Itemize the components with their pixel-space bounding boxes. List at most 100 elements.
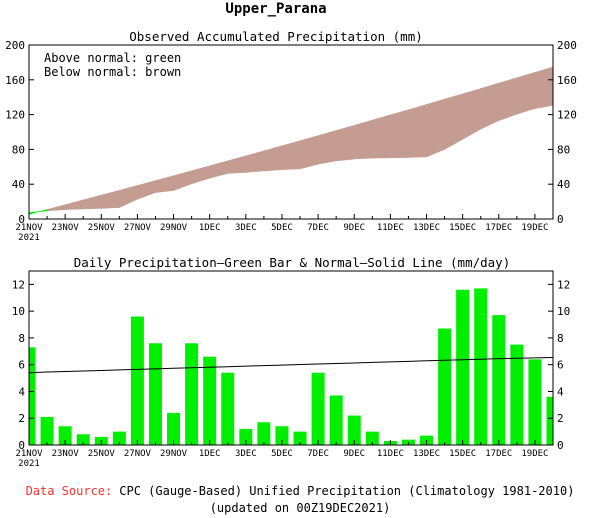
daily-bar [185,343,199,445]
daily-bar [347,415,361,445]
accumulated-diff-segment [245,150,265,173]
daily-ytick-label-right: 2 [557,412,564,425]
accumulated-ytick-label-right: 120 [557,109,577,122]
accumulated-ytick-label-left: 0 [18,213,25,226]
daily-xtick-label: 1DEC [199,449,221,459]
daily-xtick-year: 2021 [18,459,40,469]
daily-bar [148,343,162,445]
accumulated-diff-segment [299,135,319,170]
daily-xtick-label: 29NOV [160,449,188,459]
accumulated-ytick-label-left: 40 [12,178,25,191]
footer-source-text: CPC (Gauge-Based) Unified Precipitation … [119,484,574,498]
daily-bar [239,428,253,445]
accumulated-xtick-label: 5DEC [271,223,293,233]
daily-bar [456,289,470,445]
daily-ytick-label-right: 0 [557,439,564,452]
daily-bar [203,356,217,445]
accumulated-ytick-label-right: 40 [557,178,570,191]
daily-xtick-label: 7DEC [307,449,329,459]
accumulated-ytick-label-right: 160 [557,74,577,87]
daily-ytick-label-left: 10 [12,305,25,318]
accumulated-ytick-label-left: 80 [12,143,25,156]
daily-bar [311,372,325,445]
legend-below-normal: Below normal: brown [44,65,181,79]
accumulated-xtick-label: 23NOV [52,223,80,233]
daily-xtick-label: 9DEC [343,449,365,459]
daily-bar [58,426,72,445]
accumulated-xtick-label: 7DEC [307,223,329,233]
daily-bar [76,434,90,445]
accumulated-xtick-label: 9DEC [343,223,365,233]
daily-xtick-label: 5DEC [271,449,293,459]
accumulated-xtick-label: 13DEC [413,223,440,233]
accumulated-ytick-label-left: 120 [5,109,25,122]
accumulated-xtick-year: 2021 [18,233,40,243]
daily-chart: Daily Precipitation—Green Bar & Normal—S… [12,255,571,469]
daily-bars-layer [29,288,553,445]
accumulated-diff-segment [263,145,283,172]
accumulated-xtick-label: 29NOV [160,223,188,233]
daily-bar [130,316,144,445]
daily-xtick-label: 19DEC [521,449,548,459]
accumulated-axes: 0 0 40 40 80 80 120 120 160 160 200 200 21NOV 23NOV 25… [5,39,577,243]
daily-bar [510,344,524,445]
daily-ytick-label-left: 4 [18,385,25,398]
daily-ytick-label-left: 6 [18,359,25,372]
footer-source-label: Data Source: [26,484,113,498]
accumulated-chart: Observed Accumulated Precipitation (mm) … [5,29,577,243]
daily-xtick-label: 15DEC [449,449,476,459]
accumulated-diff-segment [353,119,373,160]
accumulated-diff-segment [534,66,554,109]
accumulated-diff-segment [155,175,174,193]
accumulated-xtick-label: 17DEC [485,223,512,233]
accumulated-diff-segment [462,88,482,140]
accumulated-diff-segment [516,72,536,115]
daily-bar [112,431,126,445]
accumulated-diff-segment [227,155,247,174]
accumulated-ytick-label-right: 80 [557,143,570,156]
daily-xtick-label: 3DEC [235,449,257,459]
accumulated-ytick-label-left: 160 [5,74,25,87]
accumulated-xtick-label: 11DEC [377,223,404,233]
accumulated-diff-segment [317,130,337,165]
daily-ytick-label-left: 8 [18,332,25,345]
daily-chart-title: Daily Precipitation—Green Bar & Normal—S… [74,255,511,270]
daily-bar [221,372,235,445]
accumulated-diff-segment [173,170,192,191]
accumulated-plot-frame [28,44,554,220]
accumulated-xtick-label: 27NOV [124,223,152,233]
daily-bar [438,328,452,445]
daily-bar [293,431,307,445]
accumulated-diff-segment [209,160,229,179]
daily-bar [474,288,488,445]
accumulated-xtick-label: 21NOV [15,223,43,233]
daily-bar [492,315,506,445]
accumulated-diff-segment [82,194,102,210]
accumulated-ytick-label-right: 200 [557,39,577,52]
accumulated-xtick-label: 25NOV [88,223,116,233]
accumulated-diff-segment [119,185,138,208]
daily-ytick-label-right: 8 [557,332,564,345]
daily-ytick-label-right: 10 [557,305,570,318]
daily-normal-line-layer [28,356,554,374]
daily-bar [528,359,542,445]
daily-axes: 0 0 2 2 4 4 6 6 8 8 10 10 12 12 21NOV 23NOV 25NOV 27NOV 29… [12,270,570,469]
daily-normal-line [28,356,554,374]
accumulated-diff-segment [426,98,445,158]
daily-ytick-label-right: 4 [557,385,564,398]
daily-ytick-label-left: 2 [18,412,25,425]
daily-xtick-label: 13DEC [413,449,440,459]
daily-bar [275,426,289,445]
accumulated-fill-layer [28,66,554,215]
daily-ytick-label-right: 6 [557,359,564,372]
accumulated-diff-segment [408,104,427,158]
accumulated-xtick-label: 3DEC [235,223,257,233]
accumulated-xtick-label: 1DEC [199,223,221,233]
accumulated-diff-segment [444,93,463,150]
daily-bar [167,412,181,445]
daily-xtick-label: 21NOV [15,449,43,459]
accumulated-ytick-label-left: 200 [5,39,25,52]
accumulated-diff-segment [46,204,66,212]
daily-bar [329,395,343,445]
daily-ytick-label-right: 12 [557,278,570,291]
